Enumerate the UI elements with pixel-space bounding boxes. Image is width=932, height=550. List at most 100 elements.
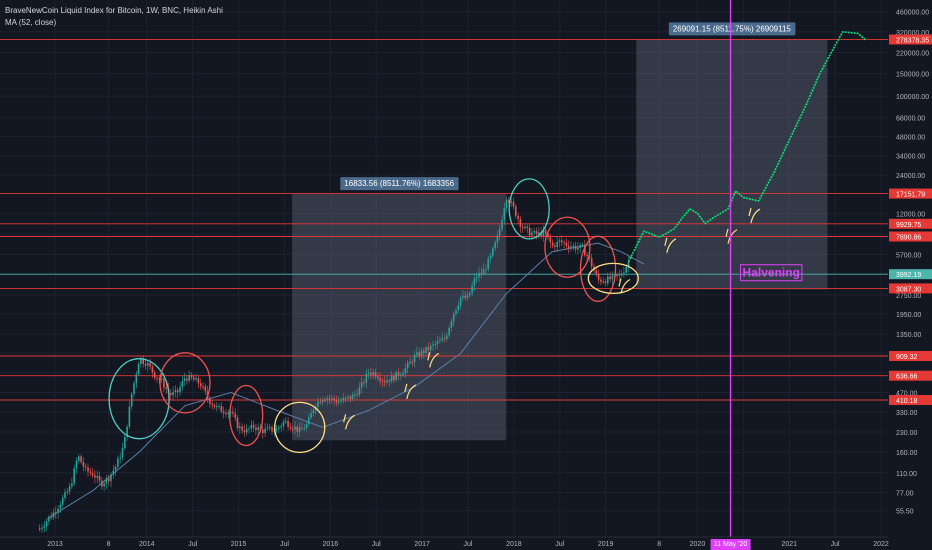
level-price-tag xyxy=(889,283,932,294)
candle xyxy=(119,457,122,459)
candle xyxy=(489,255,492,259)
candle xyxy=(229,412,232,414)
candle xyxy=(133,383,135,394)
candle xyxy=(105,478,108,484)
candle xyxy=(64,492,66,498)
candle xyxy=(547,233,549,238)
candle xyxy=(147,363,149,366)
candle xyxy=(600,279,602,282)
candle xyxy=(266,427,269,429)
candle xyxy=(588,256,591,259)
x-tick-label: Jul xyxy=(555,541,564,548)
y-tick-label: 110.00 xyxy=(896,471,917,478)
candle xyxy=(482,269,485,274)
candle xyxy=(441,338,444,341)
x-tick-label: 2014 xyxy=(139,541,155,548)
candle xyxy=(43,526,46,528)
candle xyxy=(381,380,384,382)
candle xyxy=(473,278,476,286)
y-tick-label: 320000.00 xyxy=(896,30,929,37)
candle xyxy=(611,275,614,280)
candle xyxy=(494,242,496,249)
candle xyxy=(602,281,605,283)
candle xyxy=(135,374,138,384)
candle xyxy=(429,345,432,351)
candle xyxy=(544,229,547,234)
candle xyxy=(52,512,55,518)
candle xyxy=(607,276,609,284)
candle xyxy=(503,207,506,220)
candle xyxy=(160,378,163,380)
time-axis[interactable] xyxy=(0,537,932,550)
candle xyxy=(388,380,391,382)
y-tick-label: 34000.00 xyxy=(896,154,925,161)
y-tick-label: 1950.00 xyxy=(896,312,921,319)
arrow-icon xyxy=(404,383,417,400)
candle xyxy=(365,373,368,383)
candle xyxy=(321,399,324,403)
arrow-icon xyxy=(427,352,440,368)
x-tick-label: 2017 xyxy=(414,541,430,548)
candle xyxy=(372,372,375,375)
candle xyxy=(586,255,588,257)
x-tick-label: 2016 xyxy=(323,541,339,548)
candle xyxy=(496,235,499,243)
y-tick-label: 160.00 xyxy=(896,450,918,457)
candle xyxy=(342,398,345,401)
candle xyxy=(101,480,103,487)
candle xyxy=(498,228,501,236)
candle xyxy=(84,466,87,468)
candle xyxy=(459,297,462,306)
candle xyxy=(163,378,165,388)
candle xyxy=(390,375,393,382)
candle xyxy=(275,428,278,431)
candle xyxy=(45,521,48,527)
x-tick-label: 2015 xyxy=(231,541,247,548)
candle xyxy=(326,398,329,401)
candle xyxy=(193,377,195,380)
arrow-icon xyxy=(748,207,761,224)
candle xyxy=(41,527,43,529)
price-range-box[interactable] xyxy=(292,194,507,441)
candle xyxy=(183,378,186,381)
candle xyxy=(144,363,147,366)
candle xyxy=(227,412,230,415)
candle xyxy=(59,504,62,509)
level-price-tag xyxy=(889,188,932,199)
candle xyxy=(581,245,584,247)
y-tick-label: 2750.00 xyxy=(896,293,921,300)
candle xyxy=(383,381,386,383)
candle xyxy=(395,372,398,381)
candle xyxy=(71,483,73,487)
highlight-ellipse xyxy=(544,216,591,278)
candle xyxy=(310,413,312,418)
candle xyxy=(457,305,460,310)
candle xyxy=(252,424,255,428)
candle xyxy=(78,456,80,461)
candle xyxy=(165,387,168,389)
candle xyxy=(505,199,508,208)
candle xyxy=(66,491,69,493)
candle xyxy=(501,219,503,229)
candle xyxy=(50,517,53,519)
x-tick-label: 2021 xyxy=(781,541,797,548)
price-range-box[interactable] xyxy=(636,39,828,290)
candle xyxy=(268,427,271,429)
candle xyxy=(572,245,575,247)
candle xyxy=(540,232,542,237)
level-price-tag xyxy=(889,218,932,229)
candle xyxy=(257,427,260,431)
candle xyxy=(195,378,197,380)
candle xyxy=(556,241,559,248)
candle xyxy=(264,428,266,434)
candle xyxy=(222,411,225,414)
candle xyxy=(176,389,179,393)
candle xyxy=(604,281,607,284)
candle xyxy=(213,405,216,408)
candle xyxy=(225,413,227,415)
candle xyxy=(510,201,513,203)
y-tick-label: 24000.00 xyxy=(896,173,925,180)
level-price-label: 636.66 xyxy=(896,374,918,381)
candle xyxy=(170,393,172,396)
